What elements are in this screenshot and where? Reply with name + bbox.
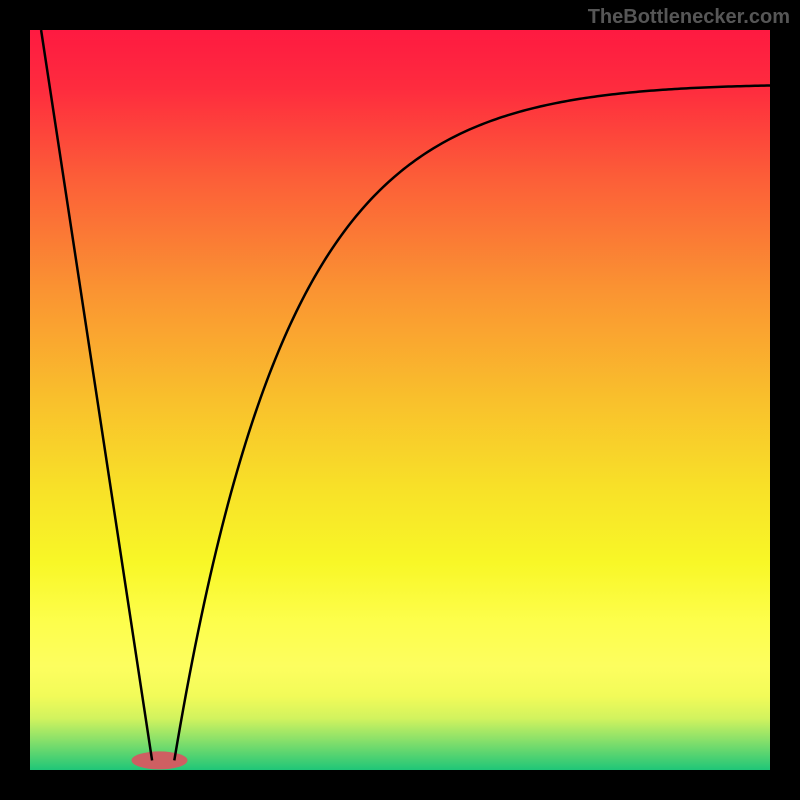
watermark-text: TheBottlenecker.com (588, 6, 790, 29)
chart-background (30, 30, 770, 770)
bottleneck-chart (0, 0, 800, 800)
optimal-marker (132, 751, 188, 769)
chart-container: TheBottlenecker.com (0, 0, 800, 800)
